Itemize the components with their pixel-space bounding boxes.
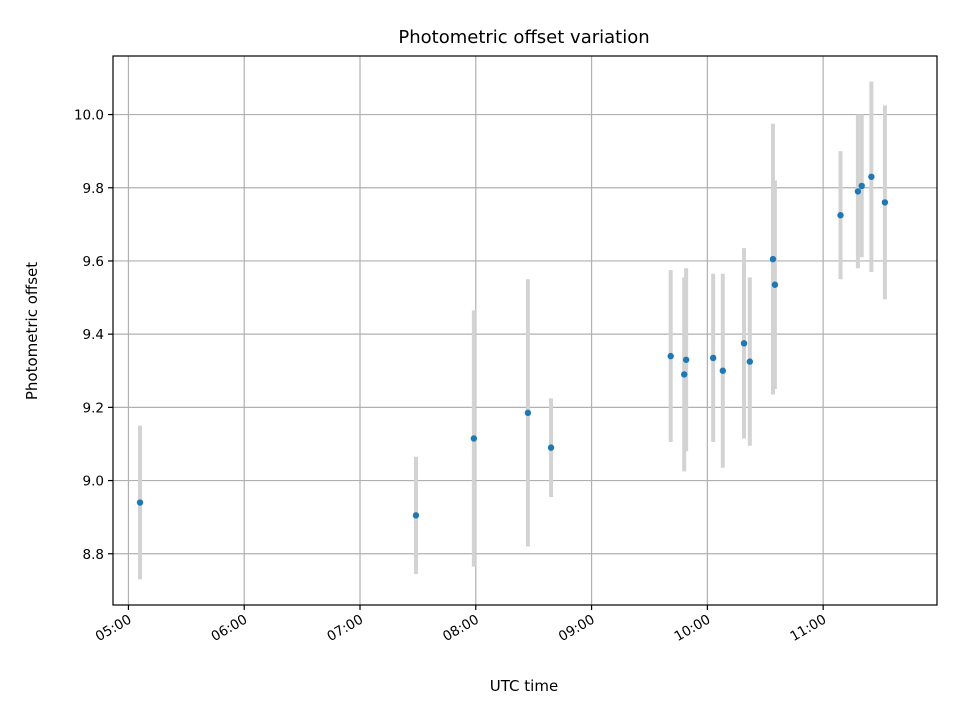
data-point (771, 281, 779, 288)
data-point (858, 182, 865, 190)
data-point (547, 444, 555, 451)
x-tick-label: 10:00 (672, 612, 714, 645)
x-tick-label: 11:00 (787, 612, 829, 645)
x-tick-label: 09:00 (556, 612, 598, 645)
data-point (709, 354, 717, 362)
data-point (769, 255, 777, 263)
data-point (470, 435, 478, 442)
chart-title: Photometric offset variation (398, 27, 649, 48)
grid (113, 56, 937, 605)
x-tick-label: 07:00 (324, 612, 366, 645)
y-axis-title: Photometric offset (23, 262, 41, 400)
data-point (881, 199, 889, 206)
x-axis-title: UTC time (490, 677, 558, 695)
data-point (667, 352, 674, 360)
data-point (740, 340, 748, 347)
x-tick-label: 08:00 (440, 612, 482, 645)
x-tick-label: 05:00 (93, 612, 135, 645)
x-tick-label: 06:00 (209, 612, 251, 645)
y-tick-label: 9.4 (83, 327, 104, 343)
y-tick-label: 9.0 (83, 474, 104, 490)
data-point (868, 173, 875, 180)
data-point (682, 356, 690, 363)
data-point (136, 499, 144, 506)
y-tick-label: 10.0 (74, 108, 104, 124)
data-point (524, 409, 532, 417)
plot-frame (112, 55, 938, 606)
data-points (136, 173, 889, 519)
data-point (719, 367, 726, 374)
error-bars (138, 81, 887, 580)
y-tick-label: 9.2 (83, 400, 104, 416)
y-tick-label: 9.8 (83, 181, 104, 197)
data-point (746, 358, 754, 365)
y-tick-label: 8.8 (83, 547, 104, 563)
data-point (837, 212, 844, 219)
data-point (681, 371, 688, 378)
y-tick-label: 9.6 (83, 254, 104, 270)
data-point (412, 512, 420, 519)
data-point (854, 188, 862, 195)
